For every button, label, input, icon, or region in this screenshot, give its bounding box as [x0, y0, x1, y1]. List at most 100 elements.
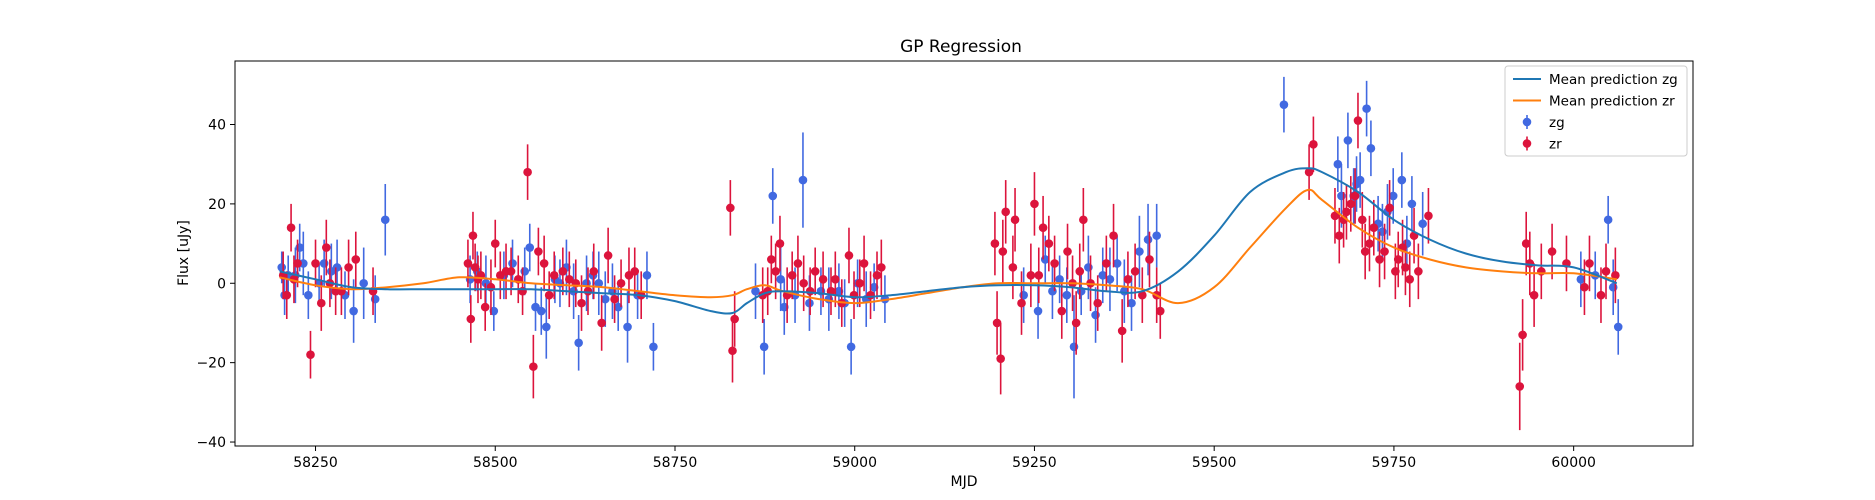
zg-data-point: [1407, 199, 1417, 209]
zg-data-point: [508, 259, 517, 268]
zr-data-point: [565, 274, 574, 284]
zr-data-point: [1375, 255, 1384, 264]
zr-data-point: [1529, 290, 1539, 300]
legend: Mean prediction zg Mean prediction zr zg zr: [1504, 65, 1688, 157]
zr-data-point: [787, 271, 797, 280]
zr-data-point: [1611, 271, 1620, 280]
zr-data-point: [1130, 267, 1140, 276]
zg-data-point: [1152, 231, 1161, 240]
legend-label: zr: [1549, 137, 1562, 153]
zr-data-point: [1079, 215, 1088, 225]
zr-data-point: [293, 259, 302, 268]
zr-data-point: [351, 255, 361, 264]
zr-data-point: [468, 231, 478, 240]
zr-data-point: [523, 167, 532, 177]
zr-data-point: [805, 286, 815, 296]
zr-data-point: [311, 259, 320, 268]
zg-data-point: [349, 306, 358, 316]
zr-data-point: [992, 318, 1002, 328]
zr-data-point: [767, 255, 776, 264]
zr-data-point: [322, 243, 331, 252]
zg-data-point: [1055, 274, 1064, 284]
zr-data-point: [998, 247, 1008, 256]
zg-data-point: [768, 191, 778, 201]
zr-data-point: [1393, 255, 1403, 264]
zg-data-point: [380, 215, 390, 225]
zg-data-point: [594, 278, 604, 288]
prediction-curves: [279, 167, 1618, 315]
x-tick-label: 58250: [293, 455, 338, 471]
zr-data-point: [603, 251, 613, 260]
zr-data-point: [1596, 290, 1606, 300]
legend-label: zg: [1549, 115, 1565, 131]
zr-data-point: [844, 251, 854, 260]
zr-data-point: [1601, 267, 1611, 276]
zg-mean-prediction-line: [279, 167, 1618, 315]
zg-data-point: [359, 278, 368, 288]
zg-data-point: [1388, 191, 1398, 201]
zg-data-point: [541, 322, 551, 332]
zr-data-point: [1017, 298, 1026, 308]
legend-marker-swatch: [1522, 117, 1532, 127]
zg-data-point: [776, 274, 785, 284]
zg-data-point: [536, 306, 546, 316]
zr-data-point: [1093, 298, 1103, 308]
zr-data-point: [1515, 382, 1525, 391]
zr-data-point: [1026, 271, 1036, 280]
zg-data-point: [520, 267, 530, 276]
zr-errorbars: [278, 92, 1620, 431]
x-tick-label: 59750: [1372, 455, 1417, 471]
zr-data-point: [1334, 231, 1344, 240]
zr-data-point: [1350, 191, 1360, 201]
zr-data-point: [1414, 267, 1423, 276]
zg-data-point: [846, 342, 856, 352]
zr-data-point: [1038, 223, 1048, 233]
zg-data-point: [1343, 136, 1353, 145]
zr-data-point: [597, 318, 606, 328]
zg-data-point: [277, 263, 287, 272]
zg-data-point: [370, 294, 380, 304]
zg-data-point: [600, 294, 610, 304]
zg-data-point: [1362, 104, 1371, 113]
zg-data-point: [751, 286, 760, 296]
x-tick-label: 59000: [832, 455, 877, 471]
x-tick-label: 59500: [1192, 455, 1237, 471]
zg-data-point: [1355, 175, 1365, 185]
zg-data-point: [642, 271, 652, 280]
zr-data-point: [872, 271, 882, 280]
legend-box: [1504, 65, 1688, 157]
zr-data-point: [1117, 326, 1127, 336]
zg-data-point: [1366, 144, 1376, 153]
zr-data-point: [1365, 239, 1374, 248]
zr-data-point: [1063, 247, 1072, 256]
zr-data-point: [1357, 215, 1367, 225]
zr-data-point: [1580, 282, 1589, 292]
zg-data-point: [759, 342, 769, 352]
zr-data-point: [616, 278, 626, 288]
zg-data-point: [1062, 290, 1072, 300]
zr-data-point: [480, 302, 490, 312]
zr-data-point: [831, 274, 840, 284]
zr-data-point: [1369, 223, 1379, 233]
zr-data-point: [630, 267, 640, 276]
legend-label: Mean prediction zr: [1549, 94, 1675, 110]
zr-data-point: [775, 239, 785, 248]
zr-data-point: [316, 298, 326, 308]
zr-data-point: [1071, 318, 1081, 328]
zr-data-point: [1380, 247, 1389, 256]
zr-data-point: [1360, 247, 1370, 256]
zr-data-point: [306, 350, 315, 360]
zr-data-point: [990, 239, 1000, 248]
zr-data-point: [1518, 330, 1527, 340]
y-tick-label: 20: [208, 197, 226, 213]
zr-data-point: [1537, 267, 1546, 276]
zg-data-point: [1127, 298, 1136, 308]
zr-data-point: [1008, 263, 1018, 272]
zg-data-point: [1143, 235, 1153, 244]
zg-data-point: [1603, 215, 1613, 225]
zg-data-point: [824, 294, 834, 304]
zg-data-point: [1105, 274, 1115, 284]
zg-data-point: [1098, 271, 1108, 280]
zg-data-point: [1112, 259, 1122, 268]
